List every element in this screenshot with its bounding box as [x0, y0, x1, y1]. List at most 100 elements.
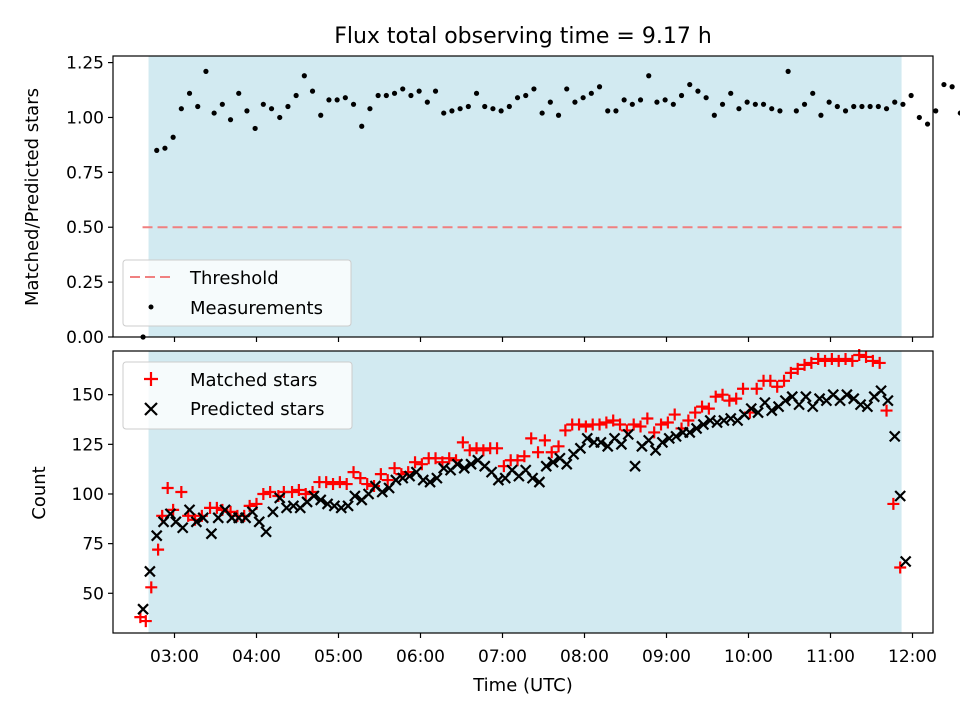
matched-star-point: [798, 358, 811, 371]
measurement-point: [719, 101, 726, 107]
top-panel-frame: [112, 55, 934, 338]
predicted-star-point: [390, 474, 402, 486]
predicted-star-point: [314, 494, 327, 506]
predicted-star-point: [176, 521, 189, 534]
measurement-point: [654, 99, 660, 105]
x-tick-label: 10:00: [724, 647, 773, 667]
measurement-point: [375, 92, 381, 99]
measurement-point: [449, 108, 455, 114]
predicted-star-point: [888, 430, 901, 443]
measurement-point: [211, 110, 217, 116]
measurement-point: [818, 112, 824, 118]
y-tick-label: 0.75: [66, 163, 104, 183]
predicted-stars-series: [137, 384, 912, 615]
matched-star-point: [429, 452, 442, 465]
matched-star-point: [175, 486, 188, 498]
predicted-star-point: [629, 460, 641, 472]
predicted-star-point: [328, 500, 341, 512]
measurement-point: [465, 103, 471, 110]
matched-star-point: [764, 374, 777, 387]
measurement-point: [326, 97, 332, 103]
matched-legend-label: Matched stars: [190, 370, 317, 391]
matched-star-point: [880, 404, 893, 417]
predicted-star-point: [137, 603, 149, 615]
matched-star-point: [894, 561, 907, 574]
top-y-axis-ticks: 0.00 0.25 0.50 0.75 1.00 1.25: [66, 54, 113, 348]
measurement-point: [523, 92, 529, 99]
x-tick-label: 06:00: [396, 647, 445, 667]
measurement-point: [810, 90, 816, 96]
predicted-star-point: [533, 476, 546, 488]
measurement-point: [859, 103, 865, 110]
x-tick-label: 12:00: [888, 647, 937, 667]
matched-star-point: [593, 418, 606, 431]
matched-star-point: [152, 543, 165, 556]
x-tick-label: 04:00: [232, 647, 281, 667]
measurement-point: [186, 90, 193, 96]
measurement-point: [178, 106, 184, 112]
matched-star-point: [839, 352, 852, 365]
measurements-series: [140, 68, 960, 340]
measurement-point: [195, 103, 201, 110]
measurement-point: [154, 147, 160, 153]
matched-star-point: [791, 362, 804, 375]
matched-star-point: [545, 446, 558, 459]
measurement-point: [268, 106, 275, 112]
predicted-star-point: [711, 416, 723, 429]
measurement-point: [359, 123, 365, 129]
measurement-point: [572, 99, 578, 105]
matched-star-point: [145, 581, 158, 594]
measurement-point: [219, 101, 225, 107]
measurement-point: [391, 90, 398, 96]
predicted-star-point: [622, 428, 635, 441]
measurement-point: [383, 92, 389, 99]
predicted-star-point: [526, 472, 539, 484]
measurement-point: [875, 103, 881, 110]
matched-star-point: [443, 452, 456, 465]
matched-star-point: [518, 450, 531, 463]
matched-legend-swatch: [144, 372, 158, 386]
predicted-star-point: [724, 412, 737, 425]
matched-star-point: [730, 392, 743, 405]
predicted-star-point: [458, 462, 471, 474]
measurement-point: [687, 81, 693, 88]
measurement-point: [170, 134, 176, 140]
predicted-star-point: [253, 516, 266, 528]
predicted-star-point: [190, 516, 203, 528]
matched-star-point: [716, 388, 729, 401]
predicted-star-point: [813, 392, 826, 405]
measurement-point: [244, 108, 250, 114]
measurement-point: [678, 92, 685, 99]
x-tick-label: 05:00: [314, 647, 363, 667]
measurement-point: [334, 97, 340, 103]
predicted-star-point: [899, 555, 912, 568]
matched-star-point: [456, 436, 469, 449]
measurement-point: [801, 101, 808, 107]
matched-star-point: [491, 442, 504, 455]
measurement-point: [728, 90, 734, 96]
matched-star-point: [299, 487, 312, 500]
predicted-star-point: [882, 394, 894, 407]
y-tick-label: 100: [72, 485, 104, 505]
matched-star-point: [600, 416, 613, 429]
predicted-star-point: [800, 390, 812, 403]
predicted-star-point: [704, 414, 717, 427]
matched-star-point: [778, 374, 791, 387]
matched-star-point: [333, 476, 346, 489]
matched-star-point: [641, 412, 654, 425]
measurement-point: [539, 110, 545, 116]
measurement-point: [892, 99, 898, 105]
measurement-point: [941, 81, 947, 88]
measurement-point: [826, 99, 832, 105]
predicted-star-point: [841, 388, 853, 401]
measurement-point: [350, 101, 357, 107]
matched-star-point: [511, 454, 524, 467]
matched-star-point: [866, 354, 879, 367]
predicted-star-point: [656, 436, 669, 449]
predicted-star-point: [465, 458, 477, 470]
matched-star-point: [702, 402, 715, 415]
measurement-point: [506, 103, 512, 110]
predicted-star-point: [765, 404, 778, 417]
measurement-point: [555, 112, 562, 118]
